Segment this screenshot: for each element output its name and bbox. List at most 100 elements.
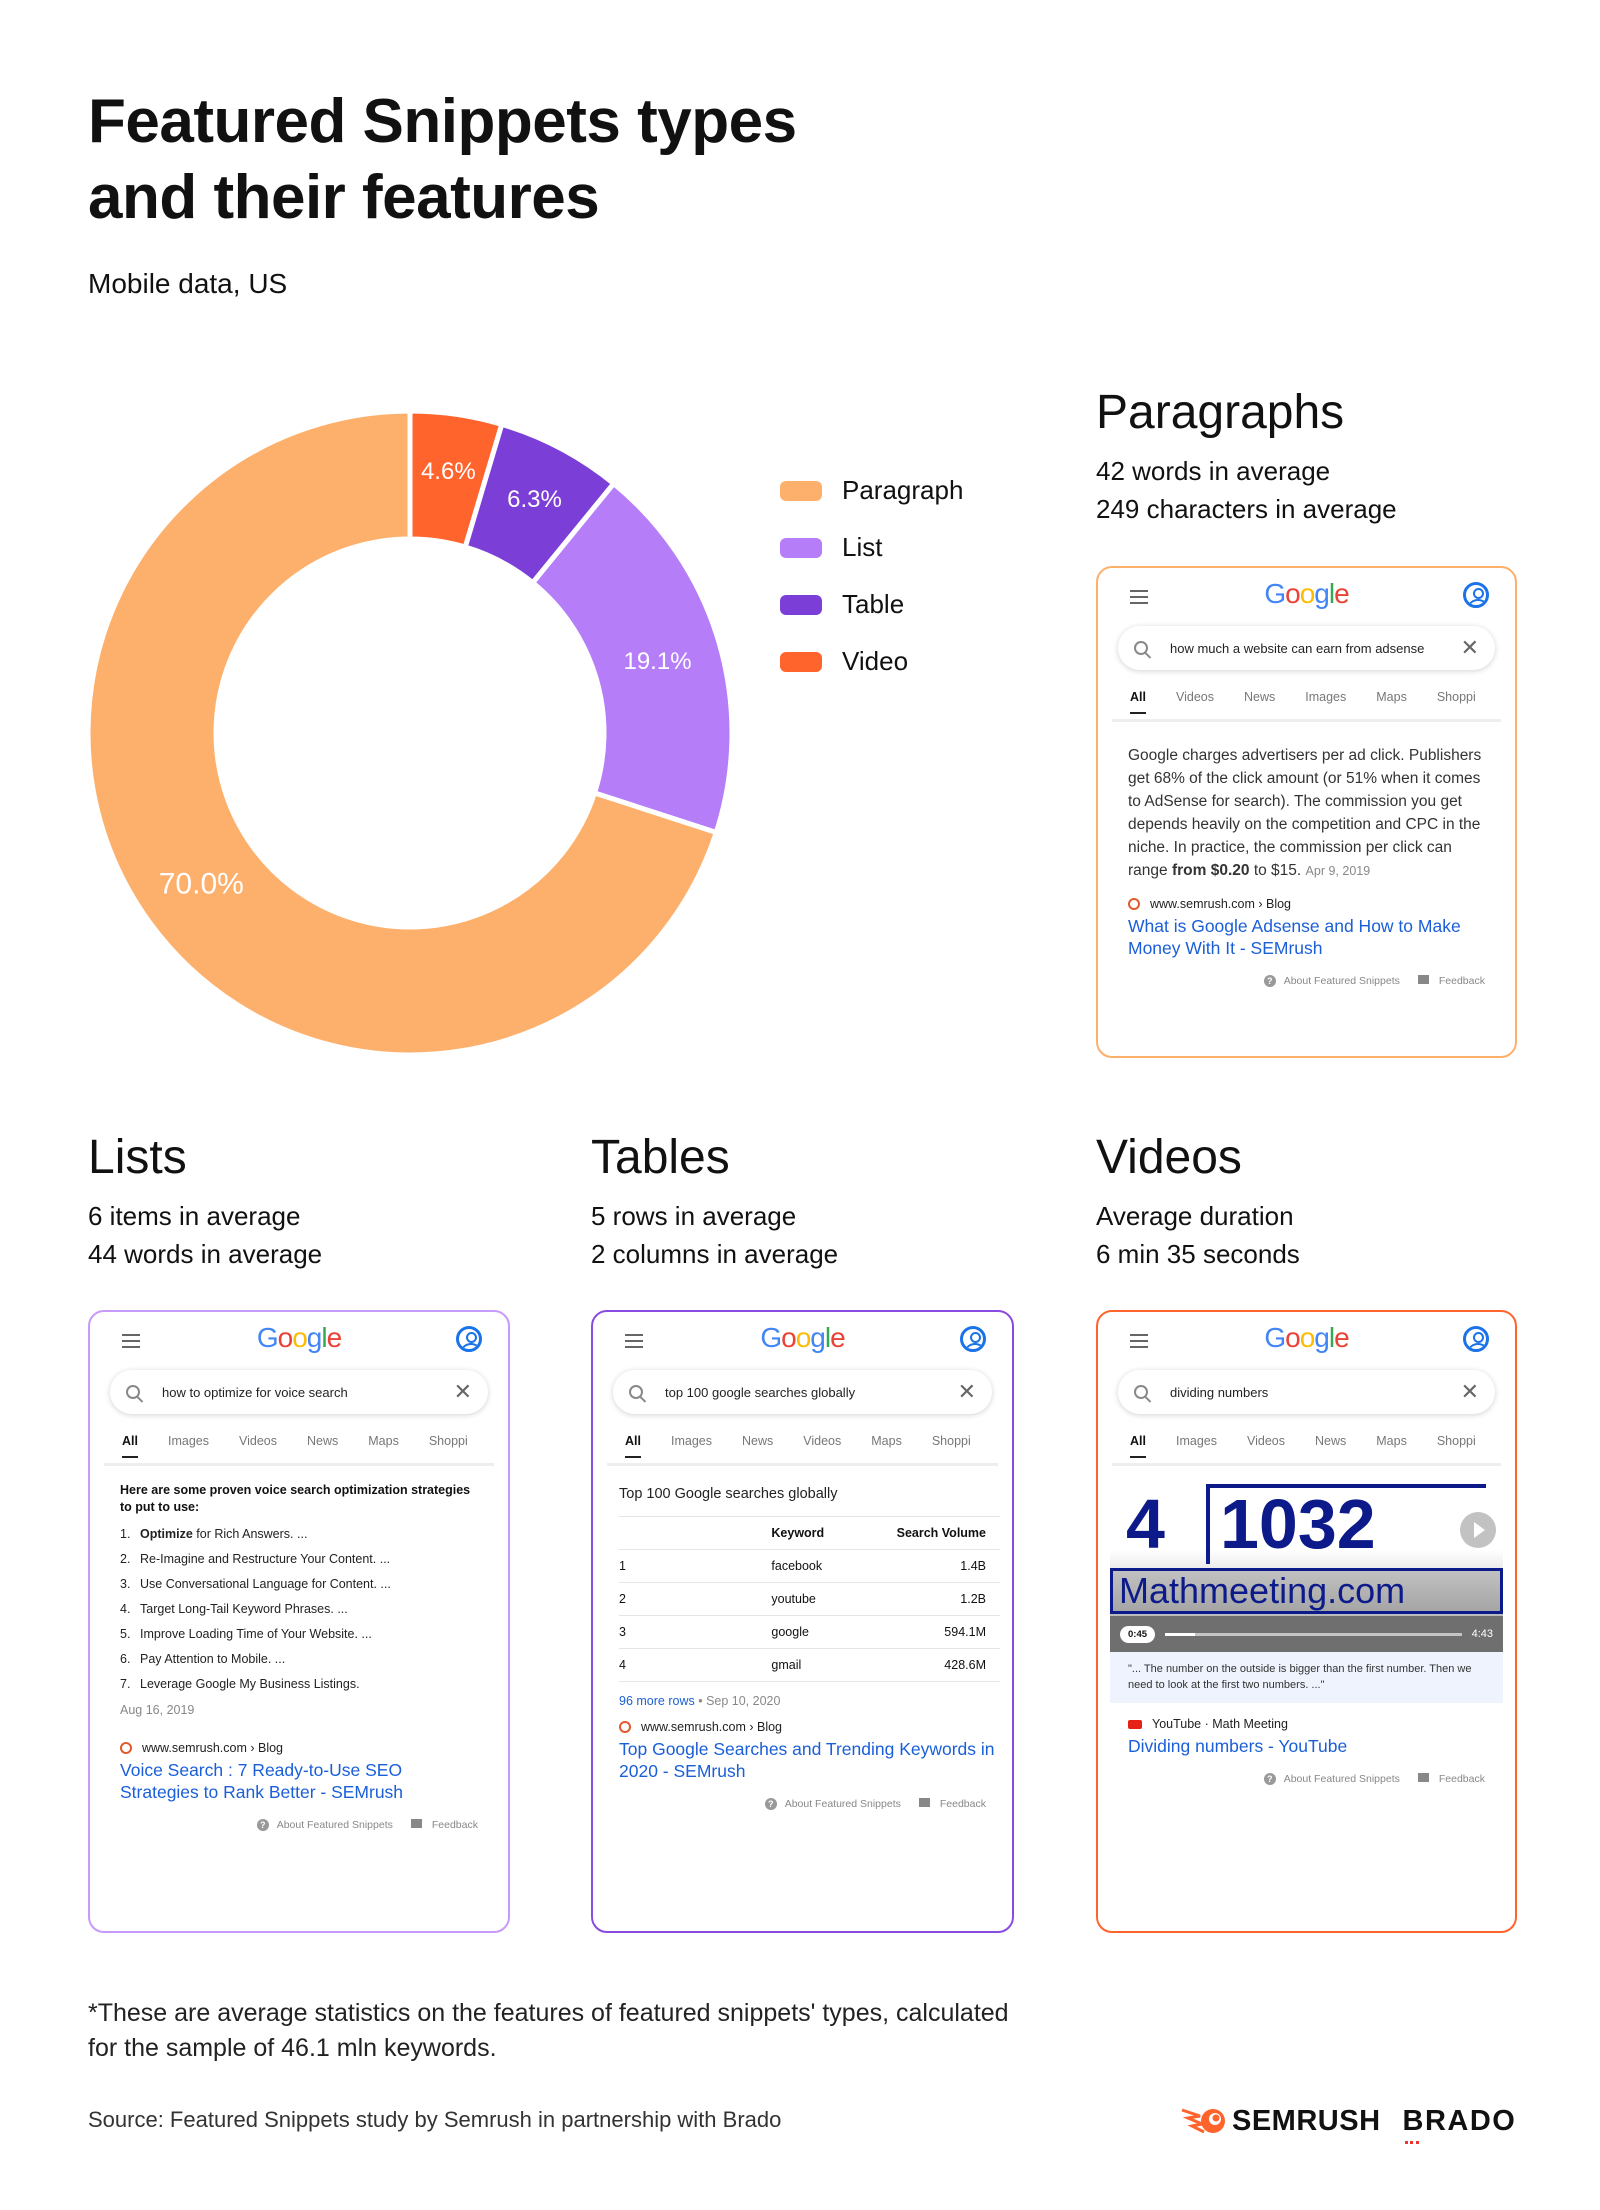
snippet-date: Apr 9, 2019	[1305, 864, 1371, 878]
tab-news[interactable]: News	[306, 1434, 339, 1448]
tab-all[interactable]: All	[1130, 1430, 1146, 1463]
volume-cell: 428.6M	[848, 1648, 1000, 1682]
about-snippets-link[interactable]: ? About Featured Snippets	[256, 1819, 393, 1831]
brado-logo: BRADO	[1403, 2105, 1517, 2144]
volume-cell: 1.2B	[848, 1582, 1000, 1616]
tab-images[interactable]: Images	[167, 1434, 209, 1448]
section-stat: 6 min 35 seconds	[1096, 1239, 1300, 1269]
feedback-link[interactable]: Feedback	[1417, 975, 1485, 987]
list-item-text: Re-Imagine and Restructure Your Content.…	[140, 1552, 391, 1566]
column-header: Search Volume	[848, 1517, 1000, 1550]
source-url[interactable]: www.semrush.com › Blog	[1150, 897, 1292, 911]
tab-shoppi[interactable]: Shoppi	[931, 1434, 971, 1448]
account-icon[interactable]	[456, 1326, 482, 1352]
more-rows-link[interactable]: 96 more rows	[619, 1694, 695, 1708]
tab-videos[interactable]: Videos	[1246, 1434, 1285, 1448]
thumbnail-dividend: 1032	[1220, 1485, 1376, 1563]
tab-maps[interactable]: Maps	[368, 1434, 399, 1448]
help-icon: ?	[1263, 1773, 1276, 1785]
rank-cell: 2	[619, 1582, 772, 1616]
video-progress-track[interactable]	[1165, 1632, 1462, 1636]
clear-icon[interactable]: ✕	[1460, 635, 1479, 660]
search-icon	[629, 1385, 643, 1399]
list-number: 4.	[120, 1602, 131, 1616]
search-tabs: All Images Videos News Maps Shoppi	[1112, 1430, 1501, 1466]
about-snippets-link[interactable]: ? About Featured Snippets	[764, 1798, 901, 1810]
feedback-link[interactable]: Feedback	[410, 1819, 478, 1831]
table-snippet-card: Google top 100 google searches globally ✕…	[591, 1310, 1014, 1933]
search-input[interactable]: dividing numbers	[1170, 1384, 1269, 1400]
semrush-logo: SEMRUSH	[1232, 2104, 1381, 2137]
search-input[interactable]: how to optimize for voice search	[162, 1384, 348, 1400]
section-heading: Tables	[591, 1131, 730, 1184]
account-icon[interactable]	[1463, 582, 1489, 608]
tab-maps[interactable]: Maps	[1376, 1434, 1407, 1448]
rank-cell: 1	[619, 1549, 772, 1583]
play-icon[interactable]	[1460, 1512, 1496, 1548]
search-tabs: All Videos News Images Maps Shoppi	[1112, 686, 1501, 722]
source-url[interactable]: www.semrush.com › Blog	[142, 1741, 284, 1755]
source-note: Source: Featured Snippets study by Semru…	[88, 2107, 782, 2132]
menu-icon[interactable]	[122, 1334, 140, 1352]
section-stat: 249 characters in average	[1096, 494, 1397, 524]
search-bar[interactable]: dividing numbers ✕	[1118, 1370, 1495, 1414]
result-link[interactable]: Voice Search : 7 Ready-to-Use SEO Strate…	[120, 1760, 404, 1802]
search-bar[interactable]: top 100 google searches globally ✕	[613, 1370, 992, 1414]
search-bar[interactable]: how to optimize for voice search ✕	[110, 1370, 488, 1414]
source-url[interactable]: www.semrush.com › Blog	[641, 1720, 783, 1734]
search-bar[interactable]: how much a website can earn from adsense…	[1118, 626, 1495, 670]
feedback-label: Feedback	[939, 1798, 986, 1810]
about-label: About Featured Snippets	[784, 1798, 901, 1810]
clear-icon[interactable]: ✕	[453, 1379, 472, 1404]
tab-shoppi[interactable]: Shoppi	[1436, 690, 1476, 704]
clear-icon[interactable]: ✕	[957, 1379, 976, 1404]
feedback-link[interactable]: Feedback	[1417, 1773, 1485, 1785]
legend-item-table: Table	[780, 576, 963, 633]
tab-maps[interactable]: Maps	[1376, 690, 1407, 704]
feedback-label: Feedback	[1438, 975, 1485, 987]
result-link[interactable]: What is Google Adsense and How to Make M…	[1128, 916, 1461, 958]
list-item: 2. Re-Imagine and Restructure Your Conten…	[120, 1547, 478, 1572]
tab-news[interactable]: News	[1314, 1434, 1347, 1448]
feedback-link[interactable]: Feedback	[918, 1798, 986, 1810]
tab-images[interactable]: Images	[670, 1434, 712, 1448]
tab-videos[interactable]: Videos	[803, 1434, 842, 1448]
tab-news[interactable]: News	[1243, 690, 1276, 704]
tab-all[interactable]: All	[625, 1430, 641, 1463]
snippet-date: Aug 16, 2019	[120, 1703, 195, 1717]
tab-all[interactable]: All	[1130, 686, 1146, 719]
section-heading: Lists	[88, 1131, 187, 1184]
about-snippets-link[interactable]: ? About Featured Snippets	[1263, 1773, 1400, 1785]
tab-shoppi[interactable]: Shoppi	[1436, 1434, 1476, 1448]
list-item: 3. Use Conversational Language for Conten…	[120, 1572, 478, 1597]
about-snippets-link[interactable]: ? About Featured Snippets	[1263, 975, 1400, 987]
video-snippet-card: Google dividing numbers ✕ All Images Videos…	[1096, 1310, 1517, 1933]
result-link[interactable]: Dividing numbers - YouTube	[1128, 1736, 1348, 1756]
snippet-end: to $15.	[1249, 862, 1302, 879]
list-number: 3.	[120, 1577, 131, 1591]
menu-icon[interactable]	[625, 1334, 643, 1352]
google-header: Google	[1098, 568, 1515, 620]
tab-videos[interactable]: Videos	[238, 1434, 277, 1448]
tab-images[interactable]: Images	[1175, 1434, 1217, 1448]
tab-news[interactable]: News	[741, 1434, 774, 1448]
menu-icon[interactable]	[1130, 1334, 1148, 1352]
result-link[interactable]: Top Google Searches and Trending Keyword…	[619, 1739, 995, 1781]
tab-maps[interactable]: Maps	[871, 1434, 902, 1448]
tab-images[interactable]: Images	[1305, 690, 1347, 704]
video-thumbnail[interactable]: 4 1032 Mathmeeting.com 0:45 4:43	[1110, 1482, 1503, 1652]
section-heading: Paragraphs	[1096, 386, 1345, 439]
table-meta: 96 more rows • Sep 10, 2020	[619, 1694, 781, 1708]
clear-icon[interactable]: ✕	[1460, 1379, 1479, 1404]
account-icon[interactable]	[1463, 1326, 1489, 1352]
list-item-text: Pay Attention to Mobile. ...	[140, 1652, 286, 1666]
account-icon[interactable]	[960, 1326, 986, 1352]
tab-all[interactable]: All	[122, 1430, 138, 1463]
tab-shoppi[interactable]: Shoppi	[428, 1434, 468, 1448]
tab-videos[interactable]: Videos	[1175, 690, 1214, 704]
search-input[interactable]: how much a website can earn from adsense	[1170, 640, 1425, 656]
source-channel[interactable]: YouTube · Math Meeting	[1152, 1717, 1288, 1731]
keyword-cell: gmail	[771, 1648, 849, 1682]
menu-icon[interactable]	[1130, 590, 1148, 608]
search-input[interactable]: top 100 google searches globally	[665, 1384, 856, 1400]
